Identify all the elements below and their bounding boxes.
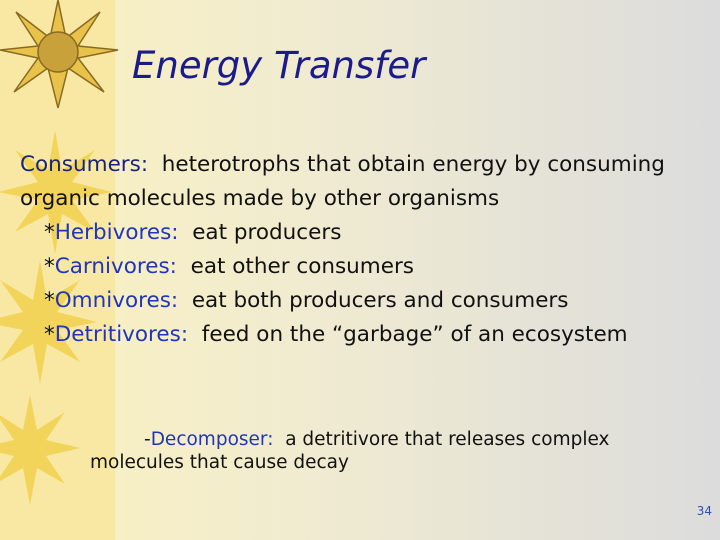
- sun: [0, 0, 119, 109]
- sun: [0, 130, 112, 505]
- term: Consumers:: [20, 152, 149, 177]
- type-list: *Herbivores: eat producers *Carnivores: e…: [20, 216, 700, 352]
- definition-text: heterotrophs that obtain energy by consu…: [20, 152, 665, 211]
- marker: *: [44, 288, 55, 313]
- subdefinition: -Decomposer: a detritivore that releases…: [90, 428, 650, 474]
- term: Carnivores:: [54, 254, 177, 279]
- type-text: feed on the “garbage” of an ecosystem: [201, 322, 628, 347]
- sun-decoration: [0, 0, 119, 505]
- type-item: *Omnivores: eat both producers and consu…: [20, 284, 700, 318]
- type-item: *Carnivores: eat other consumers: [20, 250, 700, 284]
- title: Energy Transfer: [132, 44, 426, 87]
- body: Consumers: heterotrophs that obtain ener…: [20, 148, 700, 352]
- term: Herbivores:: [54, 220, 179, 245]
- term: Decomposer:: [150, 429, 274, 450]
- subdefinition-text: a detritivore that releases complex mole…: [90, 429, 610, 473]
- type-text: eat producers: [192, 220, 342, 245]
- type-item: *Herbivores: eat producers: [20, 216, 700, 250]
- definition: Consumers: heterotrophs that obtain ener…: [20, 148, 700, 216]
- term: Detritivores:: [54, 322, 189, 347]
- marker: *: [44, 220, 55, 245]
- marker: *: [44, 254, 55, 279]
- type-text: eat other consumers: [190, 254, 415, 279]
- type-item: *Detritivores: feed on the “garbage” of …: [20, 318, 700, 352]
- marker: -: [144, 429, 151, 450]
- type-text: eat both producers and consumers: [191, 288, 569, 313]
- marker: *: [44, 322, 55, 347]
- page-number: 34: [696, 504, 712, 518]
- term: Omnivores:: [54, 288, 179, 313]
